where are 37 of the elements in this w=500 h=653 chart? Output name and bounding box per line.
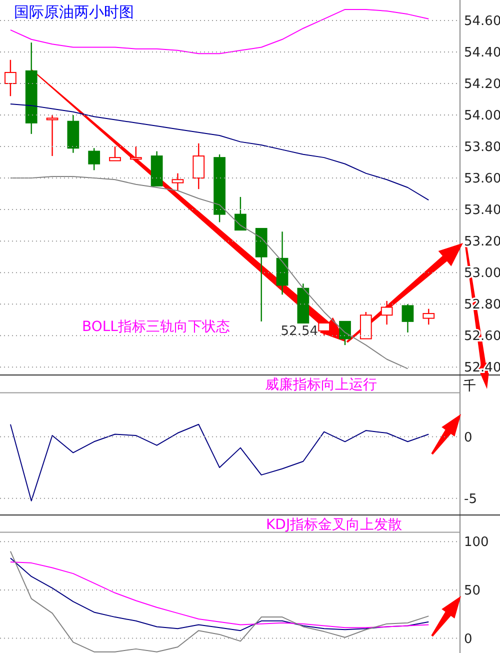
candlestick <box>88 148 100 171</box>
candlestick <box>402 303 414 334</box>
y-tick-label: 54.40 <box>464 46 500 61</box>
y-tick-label: -5 <box>464 492 477 507</box>
candlestick <box>46 114 58 157</box>
annotation: 威廉指标向上运行 <box>265 377 377 393</box>
candlestick <box>339 320 351 346</box>
y-tick-label: 54.60 <box>464 14 500 30</box>
y-tick-label: 54.00 <box>464 108 500 124</box>
line-series <box>10 550 430 652</box>
candlestick <box>422 308 435 326</box>
chart-title: 国际原油两小时图 <box>14 3 134 21</box>
y-tick-label: 53.60 <box>464 172 500 187</box>
y-tick-label: 53.20 <box>464 234 500 250</box>
line-series <box>10 103 430 201</box>
candlestick <box>318 320 330 336</box>
y-tick-label: 50 <box>464 584 481 599</box>
annotation: BOLL指标三轨向下状态 <box>82 319 230 335</box>
candlestick <box>130 146 142 163</box>
line-series <box>10 424 430 502</box>
y-tick-label: 53.80 <box>464 140 500 156</box>
candlestick <box>109 146 121 162</box>
candlestick <box>192 142 205 190</box>
candlestick <box>172 172 184 192</box>
y-tick-label: 100 <box>464 535 489 550</box>
candlestick <box>360 311 372 340</box>
line-series <box>10 176 408 370</box>
y-tick-label: 54.20 <box>464 77 500 92</box>
annotation: KDJ指标金叉向上发散 <box>266 517 402 533</box>
y-tick-label: 0 <box>464 632 472 647</box>
text: 千 <box>463 379 476 394</box>
candlestick <box>234 196 246 231</box>
y-tick-label: 0 <box>464 430 472 446</box>
annotation: 52.54 <box>280 324 318 339</box>
y-tick-label: 53.40 <box>464 203 500 218</box>
candlestick <box>380 300 393 326</box>
candlestick <box>4 59 16 97</box>
